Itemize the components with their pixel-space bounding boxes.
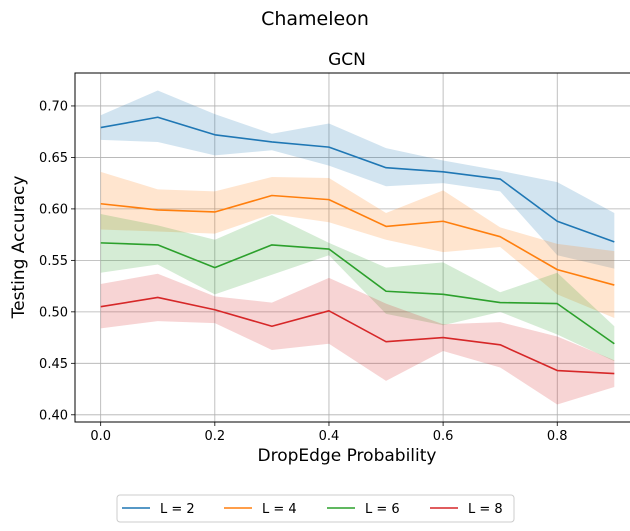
x-tick-label: 0.2: [204, 429, 225, 444]
plot-frame: [74, 72, 630, 423]
series-1-line: [100, 116, 615, 243]
x-tick-label: 0.6: [433, 429, 454, 444]
y-tick-label: 0.60: [39, 202, 68, 217]
chart-suptitle: Chameleon: [261, 8, 369, 30]
series-4-line: [100, 296, 615, 375]
legend-box: [116, 494, 515, 523]
x-tick-label: 0.8: [547, 429, 568, 444]
chart-title: GCN: [328, 50, 366, 70]
legend-label: L = 6: [365, 502, 400, 517]
legend-label: L = 8: [468, 502, 503, 517]
y-tick-label: 0.50: [39, 305, 68, 320]
y-tick-label: 0.45: [39, 357, 68, 372]
y-tick-label: 0.70: [39, 99, 68, 114]
axis-ticks: 0.0 0.2 0.4 0.6 0.8 0.40 0.45 0.50 0.55 0.60 0.65 0…: [39, 99, 568, 444]
y-axis-label: Testing Accuracy: [9, 176, 29, 320]
series-2-line: [100, 194, 615, 286]
y-tick-label: 0.55: [39, 254, 68, 269]
series-3-line: [100, 242, 615, 345]
y-tick-label: 0.65: [39, 151, 68, 166]
x-tick-label: 0.4: [319, 429, 340, 444]
series-3-band: [100, 214, 615, 362]
x-axis-label: DropEdge Probability: [258, 446, 437, 466]
series-1-band: [100, 90, 615, 269]
series-4-band: [100, 273, 615, 405]
legend-label: L = 4: [262, 502, 297, 517]
legend: L = 2 L = 4 L = 6 L = 8: [116, 494, 515, 523]
y-tick-label: 0.40: [39, 408, 68, 423]
legend-label: L = 2: [160, 502, 195, 517]
x-tick-label: 0.0: [90, 429, 111, 444]
series-lines: [100, 116, 615, 375]
